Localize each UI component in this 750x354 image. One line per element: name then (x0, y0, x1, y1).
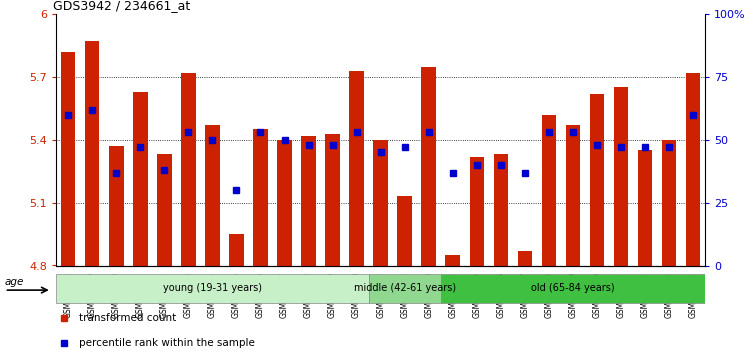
Bar (302, 136, 316, 266)
Bar (230, 234, 244, 266)
Bar (374, 140, 388, 266)
Bar (182, 73, 196, 266)
Bar (518, 251, 532, 266)
Text: age: age (4, 276, 24, 286)
Text: young (19-31 years): young (19-31 years) (163, 283, 262, 293)
Bar (446, 255, 460, 266)
Bar (278, 140, 292, 266)
Bar (56, 274, 368, 303)
Bar (398, 196, 412, 266)
Bar (158, 154, 172, 266)
Text: GDS3942 / 234661_at: GDS3942 / 234661_at (53, 0, 190, 12)
Bar (470, 156, 484, 266)
Bar (326, 133, 340, 266)
Bar (441, 274, 705, 303)
Bar (686, 73, 700, 266)
Bar (638, 150, 652, 266)
Bar (109, 146, 124, 266)
Bar (368, 274, 441, 303)
Bar (61, 52, 76, 266)
Bar (494, 154, 508, 266)
Bar (662, 140, 676, 266)
Bar (134, 92, 148, 266)
Bar (422, 67, 436, 266)
Bar (85, 41, 100, 266)
Bar (614, 87, 628, 266)
Bar (590, 94, 604, 266)
Bar (566, 125, 580, 266)
Text: middle (42-61 years): middle (42-61 years) (353, 283, 456, 293)
Text: transformed count: transformed count (79, 313, 176, 323)
Bar (206, 125, 220, 266)
Text: old (65-84 years): old (65-84 years) (531, 283, 615, 293)
Bar (350, 71, 364, 266)
Text: percentile rank within the sample: percentile rank within the sample (79, 338, 255, 348)
Bar (542, 115, 556, 266)
Bar (254, 129, 268, 266)
